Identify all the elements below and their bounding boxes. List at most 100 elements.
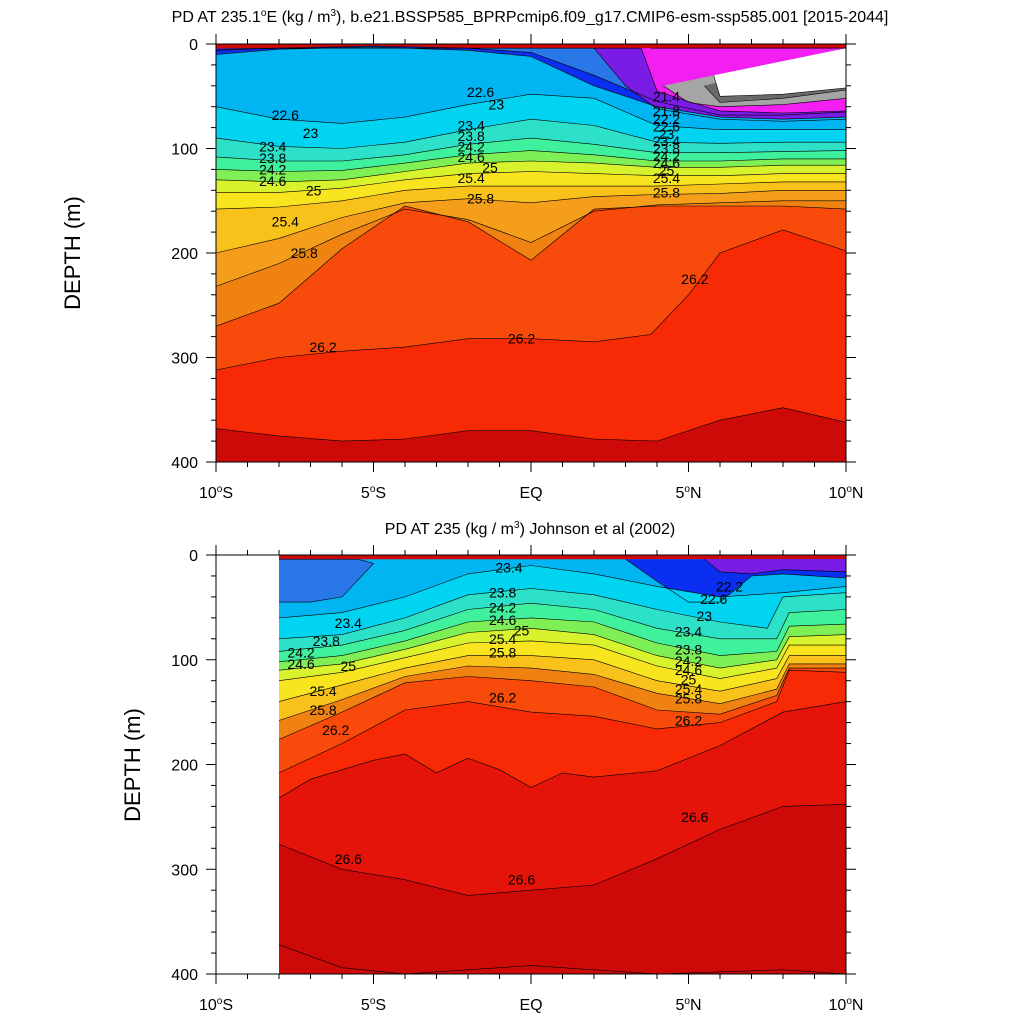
- panel-observed: PD AT 235 (kg / m3) Johnson et al (2002)…: [120, 520, 863, 1014]
- contour-label: 23.8: [259, 150, 286, 166]
- contour-label: 26.6: [681, 809, 708, 825]
- contour-label: 24.2: [675, 653, 702, 669]
- y-axis-label: DEPTH (m): [120, 708, 145, 822]
- contour-line: [625, 558, 847, 603]
- contour-label: 24.2: [489, 599, 516, 615]
- contour-label: 24.6: [489, 612, 516, 628]
- x-tick-label: 10oS: [199, 996, 233, 1014]
- y-tick-label: 200: [171, 246, 198, 263]
- contour-label: 24.2: [287, 644, 314, 660]
- contour-line: [278, 627, 847, 671]
- contour-line: [215, 200, 846, 287]
- panel-model: PD AT 235.1oE (kg / m3), b.e21.BSSP585_B…: [60, 8, 888, 502]
- contour-label: 23: [659, 126, 675, 142]
- density-band: [216, 150, 846, 182]
- x-tick-label: 10oN: [829, 996, 864, 1014]
- contour-label: 25: [659, 162, 675, 178]
- density-band: [279, 640, 846, 702]
- contour-label: 23.4: [259, 138, 286, 154]
- contour-label: 26.2: [681, 271, 708, 287]
- contour-label: 26.2: [508, 331, 535, 347]
- y-tick-label: 300: [171, 351, 198, 368]
- y-tick-label: 200: [171, 758, 198, 775]
- contour-line: [594, 47, 847, 114]
- contour-line: [215, 160, 846, 183]
- contour-line: [278, 804, 847, 896]
- contour-line: [215, 45, 847, 116]
- y-tick-label: 100: [171, 653, 198, 670]
- contour-line: [215, 229, 847, 371]
- contour-label: 23.8: [313, 633, 340, 649]
- density-band: [216, 230, 846, 442]
- contour-line: [216, 171, 846, 193]
- contour-line: [215, 150, 846, 172]
- contour-labels: 23.423.824.224.6 2525.425.826.226.623.423…: [287, 560, 743, 888]
- y-tick-label: 100: [171, 142, 198, 159]
- contour-label: 25.4: [653, 170, 680, 186]
- density-band: [279, 628, 846, 681]
- density-fill: [216, 555, 846, 974]
- contour-line: [215, 93, 846, 130]
- density-band: [279, 804, 846, 974]
- contour-label: 25: [482, 159, 498, 175]
- density-band: [704, 559, 846, 574]
- contour-label: 23.4: [495, 560, 522, 576]
- contour-label: 25.4: [675, 681, 702, 697]
- x-tick-label: EQ: [519, 997, 542, 1014]
- contour-line: [278, 588, 847, 640]
- contour-label: 22.6: [653, 119, 680, 135]
- contour-line: [215, 407, 847, 442]
- contour-label: 26.6: [335, 851, 362, 867]
- contour-label: 25.8: [291, 245, 318, 261]
- contour-label: 23.8: [653, 141, 680, 157]
- contour-line: [704, 47, 847, 97]
- contour-label: 21.4: [653, 88, 680, 104]
- y-tick-label: 400: [171, 455, 198, 472]
- contour-label: 23: [489, 97, 505, 113]
- contour-label: 25.8: [653, 184, 680, 200]
- contour-lines: [278, 558, 847, 975]
- contour-label: 25.8: [675, 691, 702, 707]
- contour-label: 25.4: [458, 170, 485, 186]
- contour-label: 23: [696, 608, 712, 624]
- contour-label: 22.2: [716, 578, 743, 594]
- contour-label: 24.6: [458, 149, 485, 165]
- contour-label: 25: [681, 672, 697, 688]
- density-band: [279, 670, 846, 798]
- contour-label: 25: [514, 622, 530, 638]
- contour-label: 26.2: [489, 689, 516, 705]
- contour-line: [215, 47, 847, 122]
- contour-label: 23.4: [458, 118, 485, 134]
- contour-label: 24.2: [653, 148, 680, 164]
- panel-title: PD AT 235.1oE (kg / m3), b.e21.BSSP585_B…: [172, 8, 889, 26]
- contour-label: 25.8: [309, 702, 336, 718]
- contour-label: 23.4: [675, 623, 702, 639]
- contour-label: 24.2: [259, 161, 286, 177]
- contour-label: 25.8: [467, 191, 494, 207]
- contour-line: [278, 667, 846, 740]
- density-band: [216, 138, 846, 172]
- contour-label: 25: [306, 182, 322, 198]
- density-band: [216, 181, 846, 253]
- x-tick-label: 5oS: [361, 996, 386, 1014]
- x-tick-label: 10oN: [829, 484, 864, 502]
- density-band: [279, 565, 846, 639]
- contour-label: 26.2: [309, 339, 336, 355]
- contour-line: [215, 205, 847, 327]
- contour-label: 25.4: [489, 631, 516, 647]
- density-band: [216, 171, 846, 210]
- contour-label: 22.6: [700, 591, 727, 607]
- x-tick-label: 5oN: [675, 996, 701, 1014]
- contour-label: 22.2: [653, 111, 680, 127]
- density-band: [279, 668, 846, 773]
- contour-line: [278, 565, 847, 619]
- density-band: [216, 161, 846, 193]
- contour-label: 22.6: [467, 84, 494, 100]
- density-band: [279, 603, 846, 662]
- density-band: [279, 663, 846, 740]
- contour-label: 26.6: [508, 872, 535, 888]
- contour-labels: 22.62323.423.824.224.62525.425.826.222.6…: [259, 84, 709, 355]
- contour-line: [215, 181, 846, 210]
